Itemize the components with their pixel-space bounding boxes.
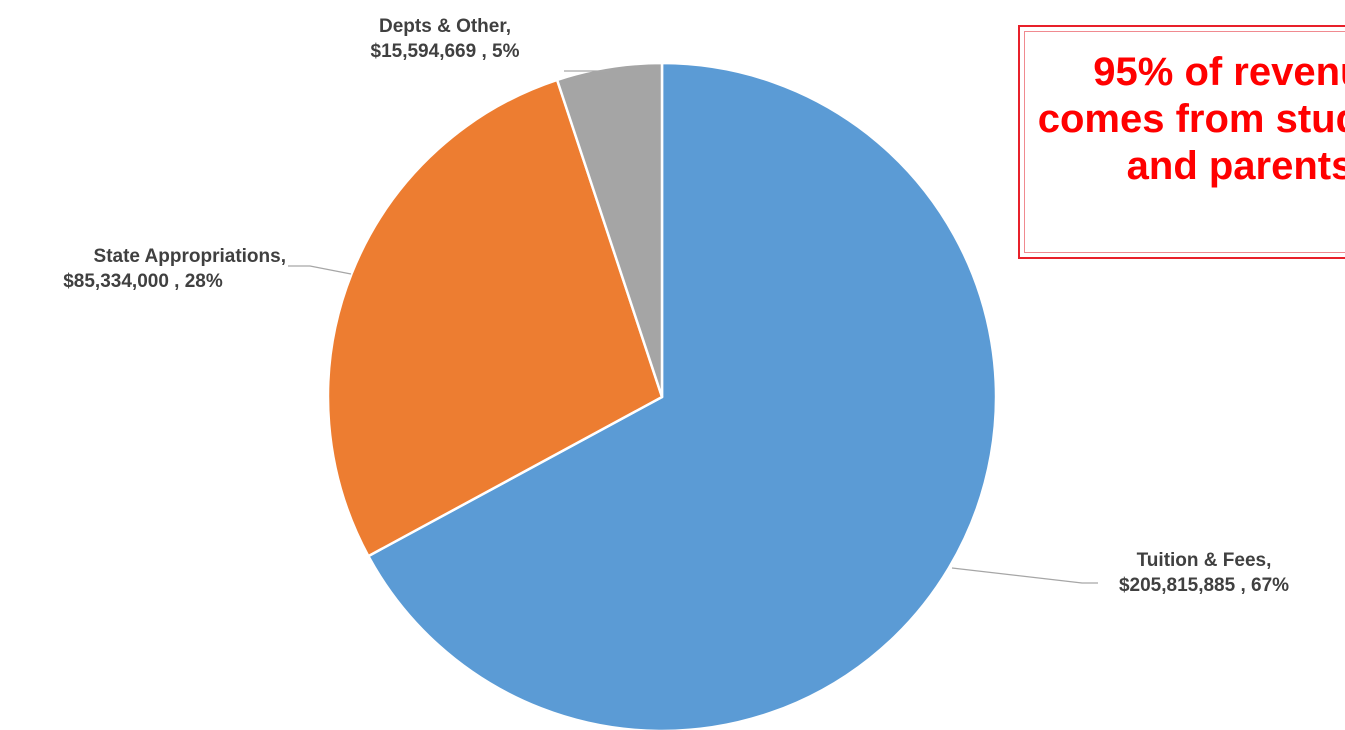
callout-text: 95% of revenue comes from students and p… [1037, 50, 1345, 188]
leader-line-tuition [951, 567, 1098, 584]
pie-slice-tuition [367, 61, 998, 730]
data-label-state: State Appropriations, $85,334,000 , 28% [0, 244, 286, 294]
data-label-tuition-value: $205,815,885 , 67% [1118, 575, 1290, 596]
callout-inner-border [1024, 31, 1345, 253]
pie-slice-state [326, 78, 664, 558]
data-label-tuition-name: Tuition & Fees, [1136, 550, 1272, 571]
pie-slices [326, 61, 998, 730]
leader-line-state [288, 265, 352, 275]
callout-box: 95% of revenue comes from students and p… [1018, 25, 1345, 259]
data-label-tuition: Tuition & Fees, $205,815,885 , 67% [1068, 548, 1340, 598]
leader-lines [288, 70, 1098, 584]
data-label-depts-value: $15,594,669 , 5% [370, 41, 520, 62]
pie-slice-depts [555, 61, 664, 399]
data-label-depts-name: Depts & Other, [379, 16, 511, 37]
data-label-state-value: $85,334,000 , 28% [63, 271, 223, 292]
data-label-depts: Depts & Other, $15,594,669 , 5% [332, 14, 558, 64]
data-label-state-name: State Appropriations, [93, 246, 286, 267]
